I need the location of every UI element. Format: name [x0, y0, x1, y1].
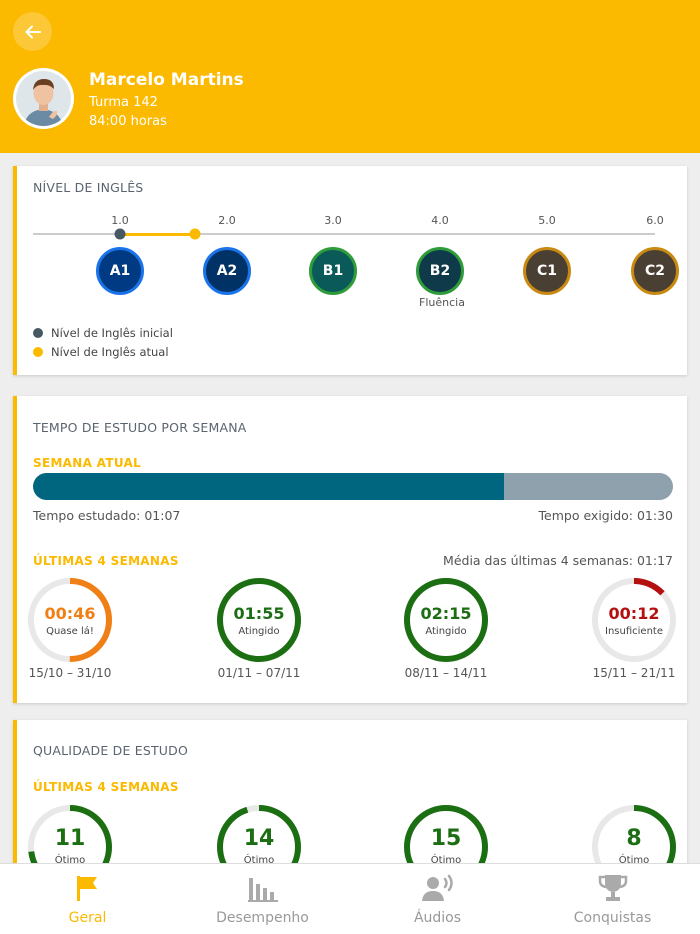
quality-weeks-label: ÚLTIMAS 4 SEMANAS [33, 780, 179, 794]
study-time-status: Atingido [425, 626, 467, 637]
level-badge-c2: C2 [631, 247, 679, 295]
level-progress [120, 233, 198, 236]
study-time-dates: 01/11 – 07/11 [217, 666, 301, 680]
card-title: TEMPO DE ESTUDO POR SEMANA [33, 420, 247, 435]
study-time-status: Quase lá! [46, 626, 94, 637]
ring-progress-arc [28, 578, 112, 662]
level-tick: 4.0 [431, 214, 449, 227]
avatar-photo [16, 71, 71, 126]
study-quality-status: Ótimo [618, 855, 650, 866]
nav-tab-desempenho[interactable]: Desempenho [175, 864, 350, 934]
study-quality-value: 8 [626, 826, 642, 851]
level-tick: 3.0 [324, 214, 342, 227]
level-tick: 5.0 [538, 214, 556, 227]
weekly-average: Média das últimas 4 semanas: 01:17 [443, 553, 673, 568]
back-button[interactable] [13, 12, 52, 51]
level-badge-c1: C1 [523, 247, 571, 295]
level-badge-a2: A2 [203, 247, 251, 295]
study-time-ring: 00:46 Quase lá! [26, 576, 114, 664]
legend-current-label: Nível de Inglês atual [51, 345, 169, 359]
user-class: Turma 142 [89, 95, 158, 110]
legend-initial-label: Nível de Inglês inicial [51, 326, 173, 340]
nav-label: Áudios [413, 910, 462, 926]
level-tick: 6.0 [646, 214, 664, 227]
study-time-dates: 15/11 – 21/11 [592, 666, 676, 680]
legend-current: Nível de Inglês atual [33, 345, 169, 359]
study-quality-value: 14 [243, 826, 275, 851]
study-quality-status: Ótimo [430, 855, 462, 866]
ring-progress-arc [217, 578, 301, 662]
study-time-value: 01:55 [233, 604, 285, 623]
study-time-ring: 02:15 Atingido [402, 576, 490, 664]
level-badge-b2: B2 [416, 247, 464, 295]
initial-level-marker [114, 228, 126, 240]
study-time-dates: 08/11 – 14/11 [404, 666, 488, 680]
study-time-card: TEMPO DE ESTUDO POR SEMANA SEMANA ATUAL … [13, 396, 687, 703]
study-quality-status: Ótimo [54, 855, 86, 866]
nav-tab-audios[interactable]: Áudios [350, 864, 525, 934]
avatar [13, 68, 74, 129]
study-time-value: 00:12 [608, 604, 660, 623]
level-scale-line [33, 233, 655, 235]
bottom-navigation: Geral Desempenho Áudios [0, 863, 700, 934]
nav-tab-conquistas[interactable]: Conquistas [525, 864, 700, 934]
legend-current-dot [33, 347, 43, 357]
speaking-person-icon [421, 874, 453, 901]
level-badge-a1: A1 [96, 247, 144, 295]
user-hours: 84:00 horas [89, 114, 167, 129]
profile-header: Marcelo Martins Turma 142 84:00 horas [0, 0, 700, 153]
fluency-label: Fluência [419, 296, 465, 309]
legend-initial: Nível de Inglês inicial [33, 326, 173, 340]
nav-label: Desempenho [216, 910, 309, 926]
study-quality-status: Ótimo [243, 855, 275, 866]
study-time-status: Insuficiente [605, 626, 663, 637]
legend-initial-dot [33, 328, 43, 338]
nav-label: Conquistas [573, 910, 652, 926]
study-time-status: Atingido [238, 626, 280, 637]
ring-progress-arc [404, 578, 488, 662]
card-title: NÍVEL DE INGLÊS [33, 180, 144, 195]
study-time-dates: 15/10 – 31/10 [28, 666, 112, 680]
study-quality-value: 11 [54, 826, 86, 851]
level-tick: 2.0 [218, 214, 236, 227]
user-name: Marcelo Martins [89, 70, 244, 90]
level-badge-b1: B1 [309, 247, 357, 295]
weekly-progress-fill [33, 473, 505, 500]
study-time-value: 00:46 [44, 604, 96, 623]
time-studied: Tempo estudado: 01:07 [33, 508, 181, 523]
bar-chart-icon [247, 878, 278, 902]
study-time-ring: 00:12 Insuficiente [590, 576, 678, 664]
study-time-value: 02:15 [420, 604, 472, 623]
level-tick: 1.0 [111, 214, 129, 227]
time-required: Tempo exigido: 01:30 [538, 508, 673, 523]
weekly-progress-bar [33, 473, 673, 500]
current-level-marker [189, 228, 201, 240]
ring-progress-arc [592, 578, 676, 662]
study-time-ring: 01:55 Atingido [215, 576, 303, 664]
nav-label: Geral [68, 910, 107, 926]
last-weeks-label: ÚLTIMAS 4 SEMANAS [33, 554, 179, 568]
arrow-left-icon [25, 25, 41, 38]
current-week-label: SEMANA ATUAL [33, 456, 142, 470]
flag-icon [76, 876, 97, 901]
study-quality-card: QUALIDADE DE ESTUDO ÚLTIMAS 4 SEMANAS 11… [13, 720, 687, 889]
nav-tab-geral[interactable]: Geral [0, 864, 175, 934]
study-quality-value: 15 [430, 826, 462, 851]
trophy-icon [598, 875, 627, 901]
english-level-card: NÍVEL DE INGLÊS 1.0 2.0 3.0 4.0 5.0 6.0 A1 A2 B… [13, 166, 687, 375]
card-title: QUALIDADE DE ESTUDO [33, 743, 189, 758]
